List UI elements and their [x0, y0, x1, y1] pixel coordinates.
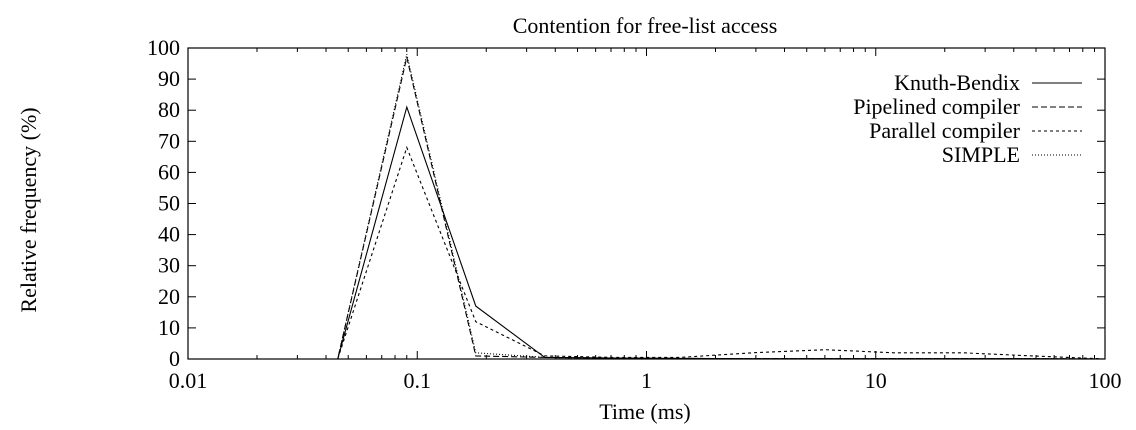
x-tick-label: 0.01 — [169, 368, 208, 393]
chart-title: Contention for free-list access — [513, 13, 778, 38]
x-tick-label: 100 — [1089, 368, 1122, 393]
x-tick-label: 10 — [865, 368, 887, 393]
x-axis-label: Time (ms) — [599, 399, 690, 424]
y-tick-label: 30 — [158, 253, 180, 278]
y-tick-label: 40 — [158, 222, 180, 247]
y-tick-label: 100 — [147, 35, 180, 60]
series-layer — [188, 54, 1106, 360]
y-tick-label: 50 — [158, 191, 180, 216]
y-tick-label: 20 — [158, 284, 180, 309]
x-tick-label: 0.1 — [404, 368, 432, 393]
series-line-parallel-compiler — [188, 145, 1106, 360]
ticks-layer: 0 10 20 30 40 50 60 70 80 90 100 0.01 0.1 1 10 100 — [147, 35, 1122, 393]
series-line-pipelined-compiler — [188, 57, 1106, 360]
y-tick-label: 70 — [158, 128, 180, 153]
series-line-simple — [188, 54, 1106, 360]
legend-label: Parallel compiler — [869, 118, 1021, 143]
y-tick-label: 0 — [169, 346, 180, 371]
legend-label: SIMPLE — [942, 142, 1020, 167]
y-tick-label: 10 — [158, 315, 180, 340]
y-tick-label: 80 — [158, 97, 180, 122]
legend-label: Knuth-Bendix — [894, 70, 1020, 95]
legend-label: Pipelined compiler — [853, 94, 1020, 119]
y-tick-label: 60 — [158, 159, 180, 184]
x-tick-label: 1 — [641, 368, 652, 393]
y-axis-label: Relative frequency (%) — [16, 107, 41, 312]
y-tick-label: 90 — [158, 66, 180, 91]
